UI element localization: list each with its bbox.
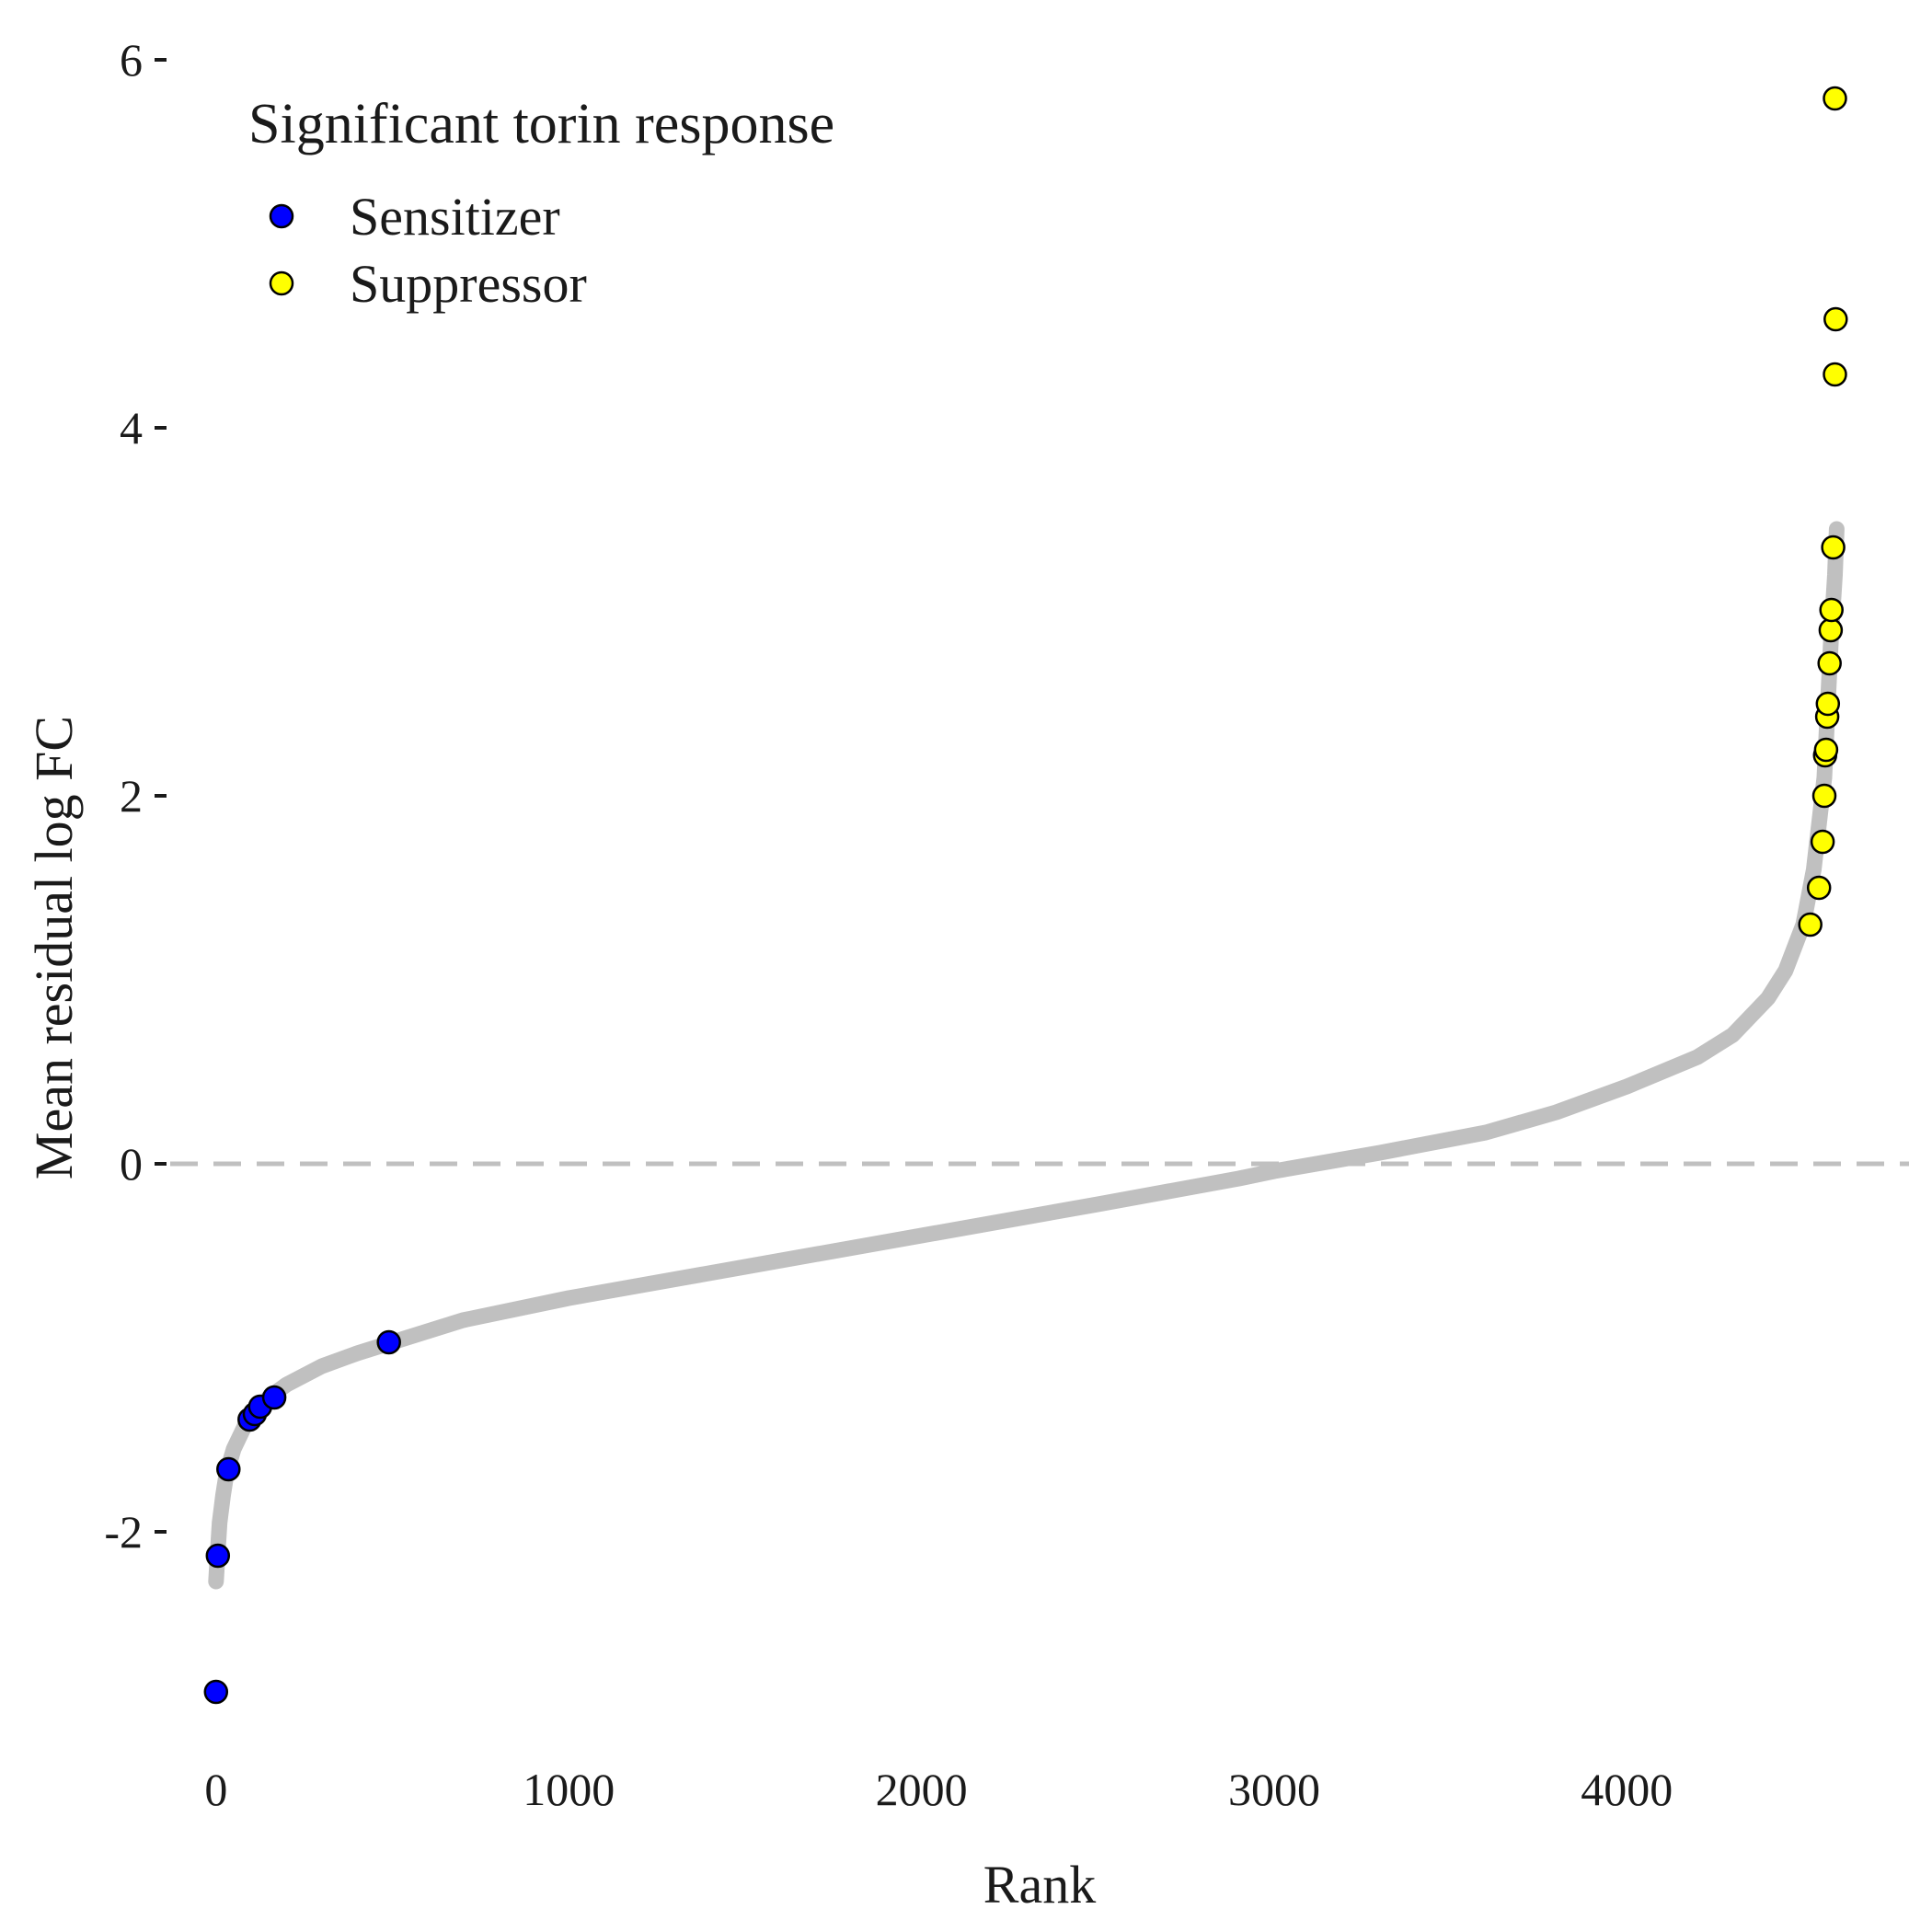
legend-label-suppressor: Suppressor: [350, 254, 587, 314]
y-tick-label: 6: [120, 34, 143, 86]
point-suppressor: [1806, 875, 1832, 901]
point-suppressor: [1813, 737, 1839, 763]
point-suppressor: [1810, 829, 1835, 855]
point-suppressor: [1818, 617, 1844, 643]
point-sensitizer: [205, 1543, 231, 1569]
y-tick-label: -2: [104, 1506, 143, 1558]
x-tick-label: 2000: [876, 1764, 968, 1815]
x-tick-label: 0: [204, 1764, 227, 1815]
y-axis: -2 0 2 4 6: [104, 34, 167, 1558]
highlighted-points: [203, 86, 1848, 1705]
x-axis: 0 1000 2000 3000 4000: [204, 1764, 1673, 1815]
x-axis-title: Rank: [983, 1855, 1096, 1915]
x-tick-label: 4000: [1581, 1764, 1673, 1815]
background-curve-line: [208, 521, 1845, 1590]
point-suppressor: [1817, 650, 1842, 676]
point-sensitizer: [216, 1456, 241, 1482]
legend-key-sensitizer: [269, 203, 294, 229]
point-suppressor: [1823, 306, 1848, 332]
point-suppressor: [1798, 912, 1823, 937]
y-tick-label: 2: [120, 770, 143, 822]
legend-key-suppressor: [269, 270, 294, 296]
point-suppressor: [1823, 362, 1847, 387]
y-tick-label: 0: [120, 1138, 143, 1190]
y-tick-label: 4: [120, 402, 143, 454]
point-sensitizer: [203, 1679, 229, 1705]
point-suppressor: [1821, 535, 1846, 560]
point-suppressor: [1823, 86, 1847, 111]
y-axis-title: Mean residual log FC: [24, 716, 84, 1179]
point-suppressor: [1819, 597, 1844, 623]
point-sensitizer: [376, 1329, 401, 1355]
point-suppressor: [1811, 783, 1837, 809]
legend: Significant torin response Sensitizer Su…: [248, 93, 834, 314]
point-suppressor: [1815, 691, 1841, 717]
legend-title: Significant torin response: [248, 93, 834, 155]
legend-label-sensitizer: Sensitizer: [350, 187, 560, 247]
point-sensitizer: [261, 1385, 287, 1410]
x-tick-label: 3000: [1228, 1764, 1320, 1815]
x-tick-label: 1000: [523, 1764, 615, 1815]
background-curve: [208, 521, 1845, 1590]
